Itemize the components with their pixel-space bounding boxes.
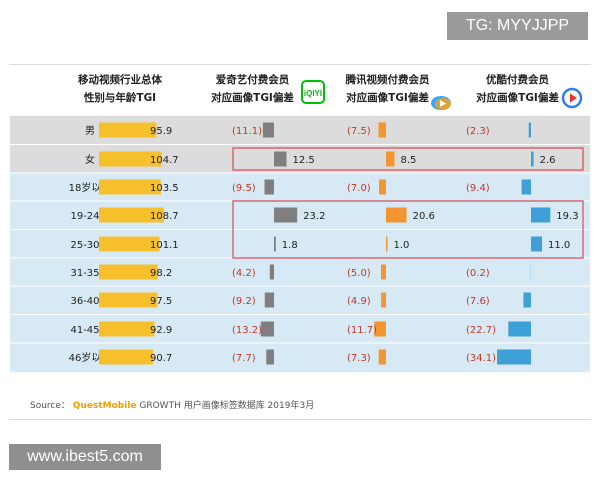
tencent-bar xyxy=(374,321,386,337)
iqiyi-bar xyxy=(274,151,287,167)
tencent-header-line1: 腾讯视频付费会员 xyxy=(345,74,430,86)
youku-bar xyxy=(531,207,551,223)
overall-header-line1: 移动视频行业总体 xyxy=(78,74,162,86)
youku-header-line2: 对应画像TGI偏差 xyxy=(476,92,559,104)
youku-bar xyxy=(521,179,531,195)
overall-bar xyxy=(99,236,160,252)
tencent-bar xyxy=(386,151,395,167)
overall-value-label: 98.2 xyxy=(150,268,172,279)
youku-value-label: 11.0 xyxy=(548,240,570,251)
tencent-header-line2: 对应画像TGI偏差 xyxy=(346,92,429,104)
iqiyi-value-label: (9.2) xyxy=(232,296,256,307)
youku-bar xyxy=(497,349,531,365)
youku-value-label: (7.6) xyxy=(466,296,490,307)
category-label: 女 xyxy=(85,153,95,166)
overall-value-label: 101.1 xyxy=(150,240,179,251)
tencent-value-label: 1.0 xyxy=(394,240,410,251)
tencent-value-label: (7.5) xyxy=(347,126,371,137)
iqiyi-header-line2: 对应画像TGI偏差 xyxy=(211,92,294,104)
source-brand: QuestMobile xyxy=(72,401,137,411)
watermark-site: www.ibest5.com xyxy=(9,444,161,470)
overall-bar xyxy=(99,179,161,195)
iqiyi-value-label: (13.2) xyxy=(232,325,262,336)
iqiyi-value-label: (7.7) xyxy=(232,353,256,364)
category-label: 男 xyxy=(85,125,95,137)
iqiyi-bar xyxy=(260,321,274,337)
overall-value-label: 103.5 xyxy=(150,183,179,194)
overall-bar xyxy=(99,264,158,280)
tencent-bar xyxy=(378,349,386,365)
source-prefix: Source： xyxy=(30,401,70,411)
overall-bar xyxy=(99,207,164,223)
overall-header: 移动视频行业总体 性别与年龄TGI xyxy=(40,71,200,107)
youku-header: 优酷付费会员 对应画像TGI偏差 xyxy=(470,71,565,107)
iqiyi-value-label: 23.2 xyxy=(303,211,325,222)
tencent-value-label: (7.0) xyxy=(347,183,371,194)
source-suffix: GROWTH 用户画像标签数据库 2019年3月 xyxy=(139,401,315,411)
watermark-tg: TG: MYYJJPP xyxy=(447,12,588,40)
tencent-value-label: 8.5 xyxy=(401,155,417,166)
source-note: Source： QuestMobile GROWTH 用户画像标签数据库 201… xyxy=(30,398,314,411)
iqiyi-bar xyxy=(264,292,274,308)
overall-header-line2: 性别与年龄TGI xyxy=(83,92,157,104)
overall-value-label: 108.7 xyxy=(150,211,179,222)
tencent-bar xyxy=(378,122,386,138)
youku-logo-icon xyxy=(561,87,583,109)
iqiyi-bar xyxy=(269,264,274,280)
tencent-bar xyxy=(386,207,407,223)
iqiyi-value-label: (11.1) xyxy=(232,126,262,137)
tencent-value-label: (4.9) xyxy=(347,296,371,307)
youku-value-label: (34.1) xyxy=(466,353,496,364)
youku-bar xyxy=(528,122,531,138)
tencent-video-logo-icon xyxy=(431,96,451,110)
overall-value-label: 92.9 xyxy=(150,325,172,336)
iqiyi-bar xyxy=(274,236,276,252)
youku-bar xyxy=(531,236,542,252)
iqiyi-header-line1: 爱奇艺付费会员 xyxy=(215,74,290,86)
iqiyi-bar xyxy=(274,207,298,223)
iqiyi-logo-text: iQIYI xyxy=(304,89,322,98)
tencent-header: 腾讯视频付费会员 对应画像TGI偏差 xyxy=(335,71,440,107)
overall-value-label: 90.7 xyxy=(150,353,172,364)
highlight-box-19-30 xyxy=(232,200,584,259)
overall-bar xyxy=(99,151,162,167)
tencent-value-label: (7.3) xyxy=(347,353,371,364)
iqiyi-bar xyxy=(262,122,274,138)
overall-value-label: 95.9 xyxy=(150,126,172,137)
youku-bar xyxy=(508,321,531,337)
overall-value-label: 104.7 xyxy=(150,155,179,166)
tencent-value-label: (5.0) xyxy=(347,268,371,279)
youku-value-label: 2.6 xyxy=(540,155,556,166)
youku-value-label: (9.4) xyxy=(466,183,490,194)
iqiyi-bar xyxy=(264,179,274,195)
youku-bar xyxy=(531,151,534,167)
overall-bar xyxy=(99,349,154,365)
iqiyi-bar xyxy=(266,349,274,365)
tencent-value-label: 20.6 xyxy=(413,211,435,222)
youku-value-label: (0.2) xyxy=(466,268,490,279)
iqiyi-value-label: (9.5) xyxy=(232,183,256,194)
iqiyi-value-label: (4.2) xyxy=(232,268,256,279)
overall-bar xyxy=(99,321,155,337)
iqiyi-header: 爱奇艺付费会员 对应画像TGI偏差 xyxy=(205,71,300,107)
youku-value-label: (2.3) xyxy=(466,126,490,137)
tencent-bar xyxy=(381,292,386,308)
tencent-bar xyxy=(379,179,386,195)
youku-header-line1: 优酷付费会员 xyxy=(486,74,549,86)
youku-value-label: 19.3 xyxy=(556,211,578,222)
tencent-bar xyxy=(381,264,386,280)
overall-value-label: 97.5 xyxy=(150,296,172,307)
tencent-bar xyxy=(386,236,388,252)
highlight-box-female xyxy=(232,147,584,171)
youku-bar xyxy=(523,292,531,308)
iqiyi-value-label: 12.5 xyxy=(293,155,315,166)
iqiyi-value-label: 1.8 xyxy=(282,240,298,251)
overall-bar xyxy=(99,122,157,138)
tencent-value-label: (11.7) xyxy=(347,325,377,336)
overall-bar xyxy=(99,292,158,308)
youku-value-label: (22.7) xyxy=(466,325,496,336)
iqiyi-logo-icon: iQIYI xyxy=(301,80,325,104)
